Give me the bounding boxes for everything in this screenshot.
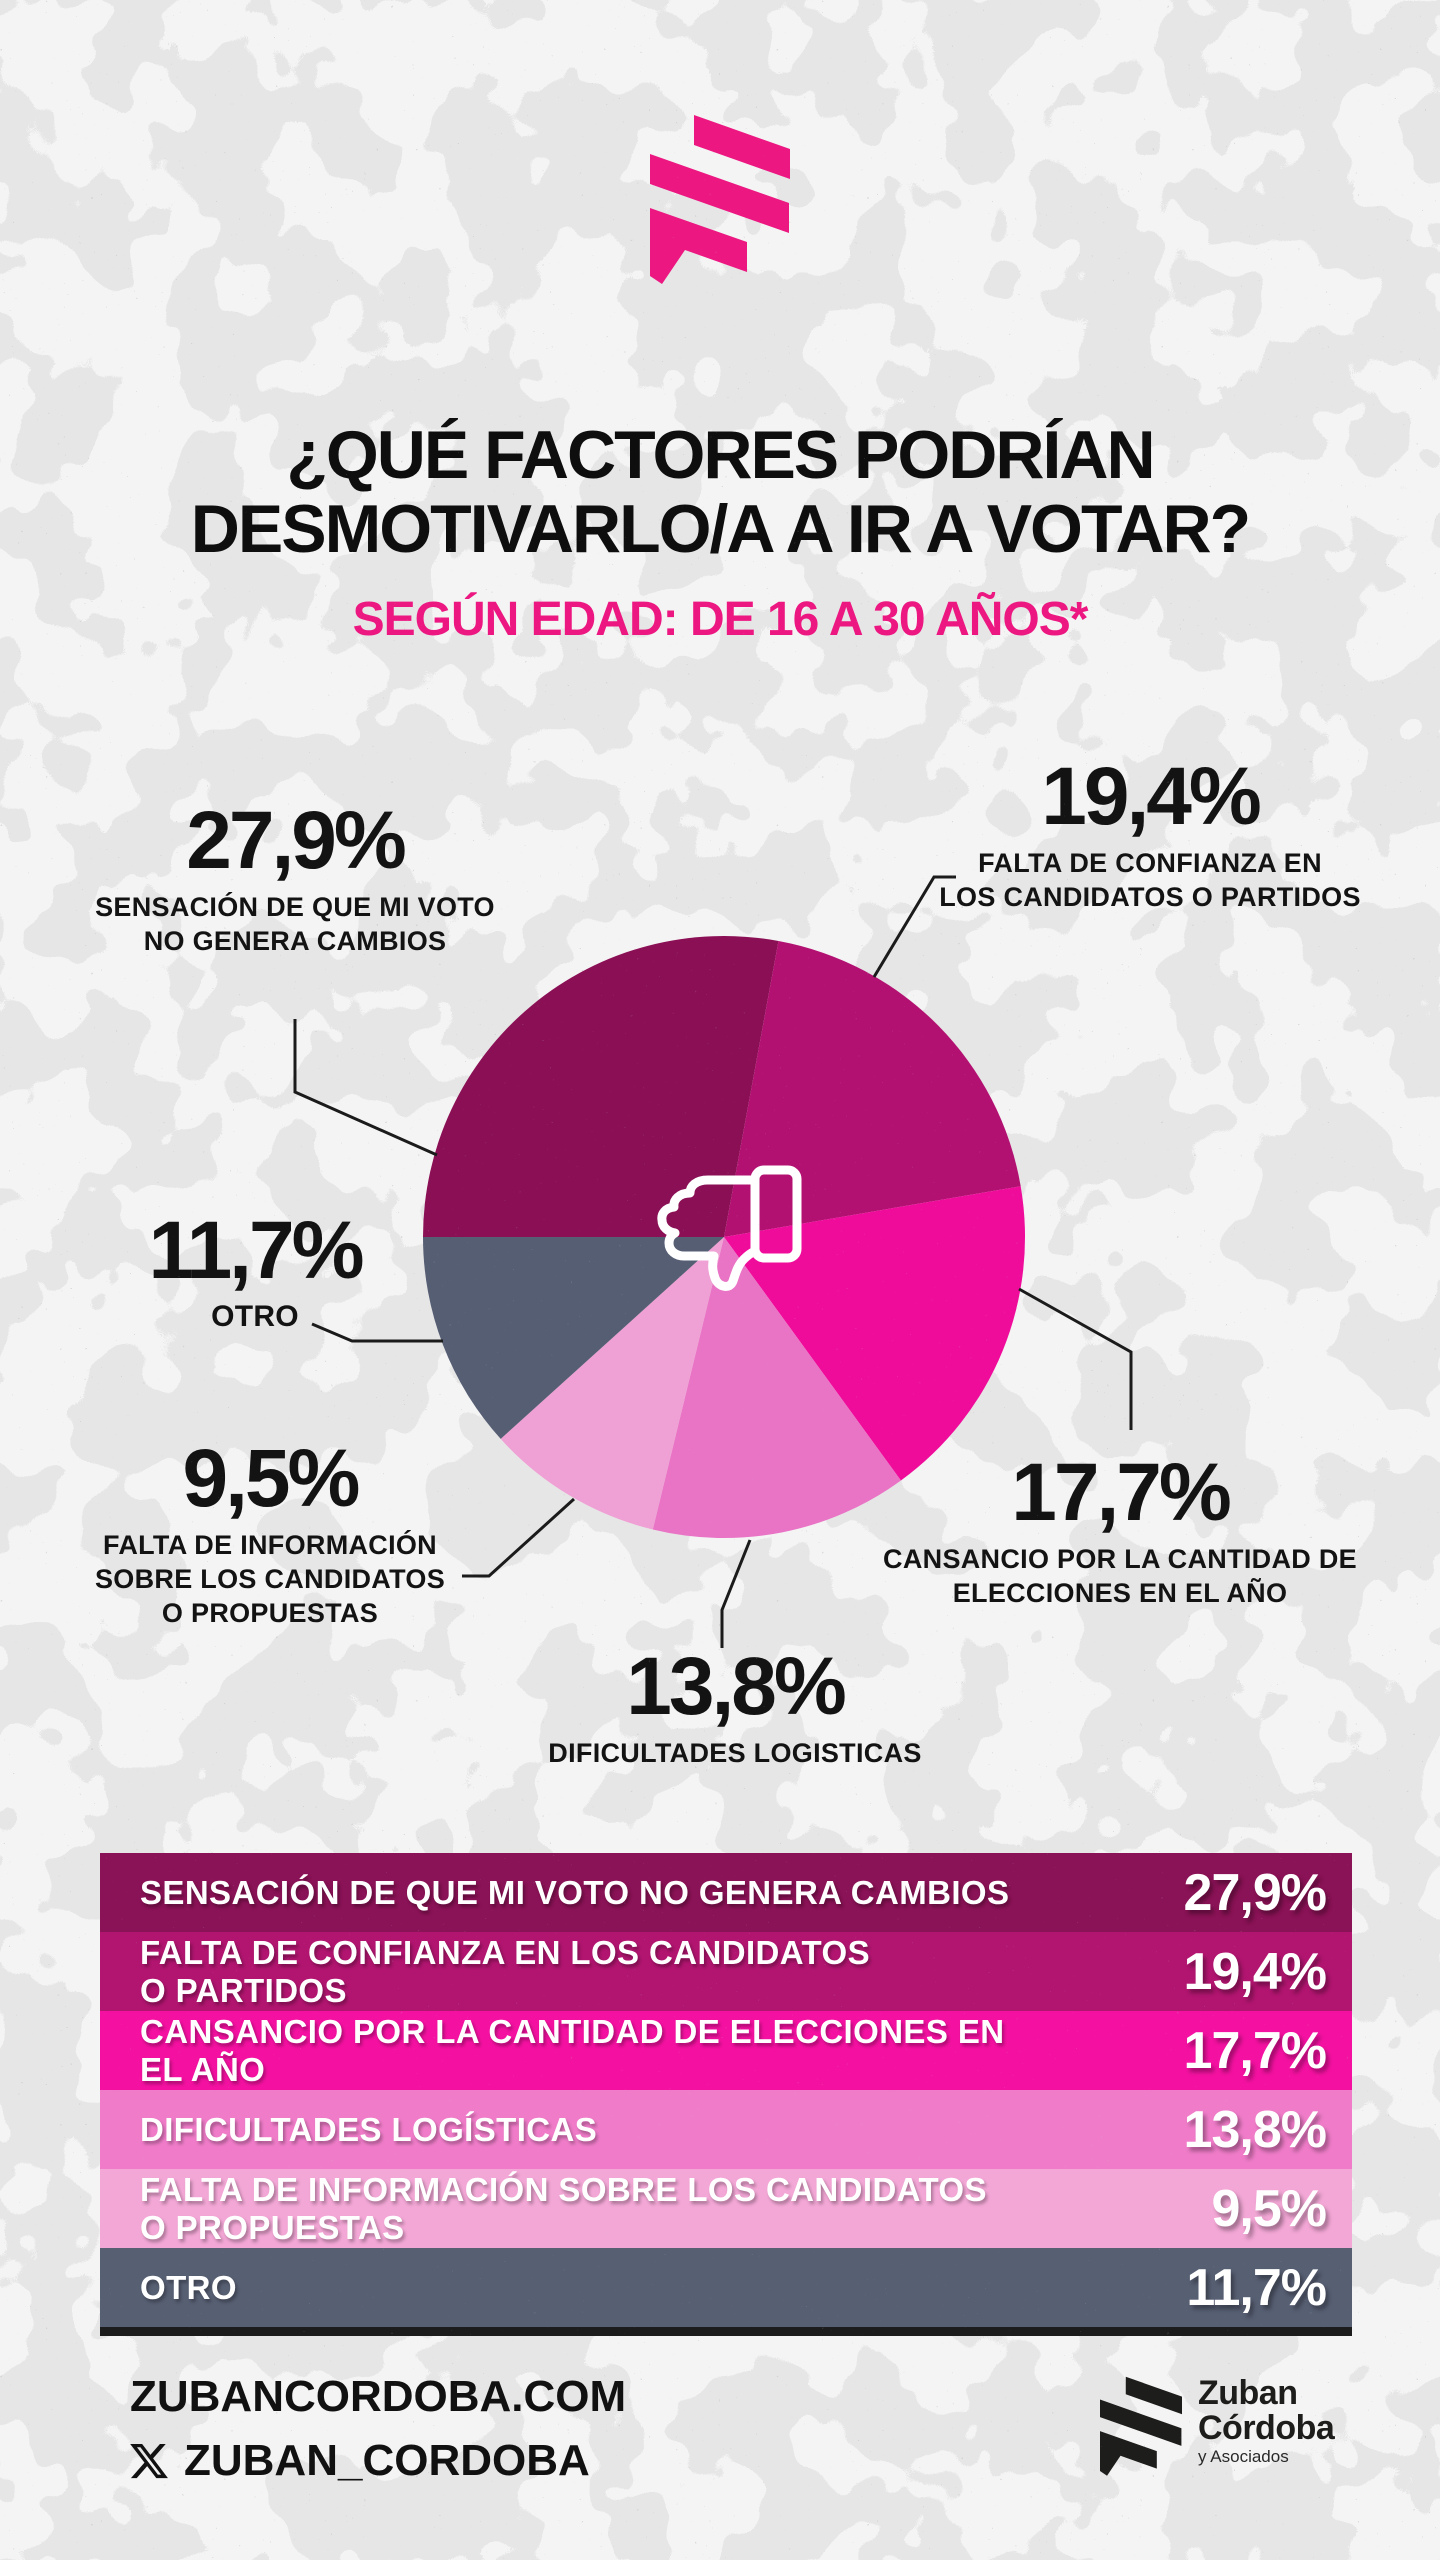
website-link[interactable]: ZUBANCORDOBA.COM — [130, 2372, 627, 2421]
percent-value: 27,9% — [186, 795, 407, 886]
table-row: OTRO 11,7% — [100, 2248, 1352, 2327]
percent-value: 19,4% — [1041, 751, 1262, 842]
percent-caption: CANSANCIO POR LA CANTIDAD DE ELECCIONES … — [883, 1544, 1357, 1608]
x-handle-link[interactable]: ZUBAN_CORDOBA — [128, 2436, 590, 2486]
table-row: CANSANCIO POR LA CANTIDAD DE ELECCIONES … — [100, 2011, 1352, 2090]
callout-dificultades: 13,8% DIFICULTADES LOGISTICAS — [510, 1646, 960, 1770]
footer-brand-tagline: y Asociados — [1198, 2447, 1289, 2466]
footer-brand: Zuban Córdoba y Asociados — [1100, 2374, 1335, 2477]
callout-otro: 11,7% OTRO — [100, 1210, 410, 1334]
table-row: FALTA DE INFORMACIÓN SOBRE LOS CANDIDATO… — [100, 2169, 1352, 2248]
footer-brand-name-line1: Zuban — [1198, 2374, 1298, 2412]
table-row-label: OTRO — [140, 2268, 237, 2306]
table-row-percent: 9,5% — [1211, 2179, 1327, 2238]
pie-slice — [500, 1237, 724, 1530]
table-row-percent: 13,8% — [1183, 2100, 1327, 2159]
pie-slice — [423, 936, 779, 1237]
table-row-label: FALTA DE CONFIANZA EN LOS CANDIDATOS O P… — [140, 1933, 870, 2009]
table-row-percent: 27,9% — [1183, 1863, 1327, 1922]
brand-logo-icon — [650, 115, 790, 284]
results-table: SENSACIÓN DE QUE MI VOTO NO GENERA CAMBI… — [100, 1853, 1352, 2336]
callout-informacion: 9,5% FALTA DE INFORMACIÓN SOBRE LOS CAND… — [60, 1438, 480, 1630]
x-handle-text: ZUBAN_CORDOBA — [184, 2436, 590, 2485]
percent-caption: OTRO — [211, 1300, 299, 1333]
percent-value: 11,7% — [148, 1205, 365, 1296]
pie-slice — [652, 1237, 901, 1539]
percent-value: 17,7% — [1011, 1447, 1232, 1538]
page-subtitle: SEGÚN EDAD: DE 16 A 30 AÑOS* — [352, 593, 1089, 646]
thumbs-down-icon — [657, 1165, 802, 1291]
pie-slices-group — [423, 936, 1026, 1539]
title-line-1: ¿QUÉ FACTORES PODRÍAN — [286, 417, 1155, 493]
table-row-percent: 11,7% — [1186, 2258, 1327, 2317]
percent-caption: FALTA DE CONFIANZA EN LOS CANDIDATOS O P… — [939, 848, 1361, 912]
footer-brand-name-line2: Córdoba — [1198, 2409, 1335, 2447]
footer-brand-logo-icon — [1100, 2376, 1182, 2476]
percent-caption: FALTA DE INFORMACIÓN SOBRE LOS CANDIDATO… — [94, 1530, 446, 1628]
table-underline — [100, 2327, 1352, 2336]
percent-value: 9,5% — [182, 1433, 361, 1524]
callout-cansancio: 17,7% CANSANCIO POR LA CANTIDAD DE ELECC… — [880, 1452, 1360, 1610]
x-logo-icon — [128, 2440, 170, 2482]
table-row: SENSACIÓN DE QUE MI VOTO NO GENERA CAMBI… — [100, 1853, 1352, 1932]
table-row-percent: 19,4% — [1183, 1942, 1327, 2001]
footer-brand-text: Zuban Córdoba y Asociados — [1198, 2374, 1335, 2477]
title-line-2: DESMOTIVARLO/A A IR A VOTAR? — [190, 491, 1251, 567]
percent-caption: DIFICULTADES LOGISTICAS — [548, 1738, 922, 1768]
table-row: DIFICULTADES LOGÍSTICAS 13,8% — [100, 2090, 1352, 2169]
table-row: FALTA DE CONFIANZA EN LOS CANDIDATOS O P… — [100, 1932, 1352, 2011]
pie-slice — [724, 1186, 1026, 1481]
page-title: ¿QUÉ FACTORES PODRÍAN DESMOTIVARLO/A A I… — [0, 418, 1440, 566]
pie-slice — [724, 941, 1021, 1237]
table-row-label: SENSACIÓN DE QUE MI VOTO NO GENERA CAMBI… — [140, 1873, 1010, 1911]
leader-line — [293, 1019, 438, 1157]
table-row-percent: 17,7% — [1183, 2021, 1327, 2080]
pie-slice — [423, 1237, 724, 1439]
percent-caption: SENSACIÓN DE QUE MI VOTO NO GENERA CAMBI… — [95, 892, 495, 956]
callout-sensacion: 27,9% SENSACIÓN DE QUE MI VOTO NO GENERA… — [75, 800, 515, 958]
leader-line — [1018, 1287, 1133, 1430]
percent-value: 13,8% — [626, 1641, 847, 1732]
table-row-label: CANSANCIO POR LA CANTIDAD DE ELECCIONES … — [140, 2012, 1005, 2088]
table-row-label: FALTA DE INFORMACIÓN SOBRE LOS CANDIDATO… — [140, 2170, 987, 2246]
table-row-label: DIFICULTADES LOGÍSTICAS — [140, 2110, 598, 2148]
leader-line — [720, 1539, 752, 1648]
callout-confianza: 19,4% FALTA DE CONFIANZA EN LOS CANDIDAT… — [920, 756, 1380, 914]
